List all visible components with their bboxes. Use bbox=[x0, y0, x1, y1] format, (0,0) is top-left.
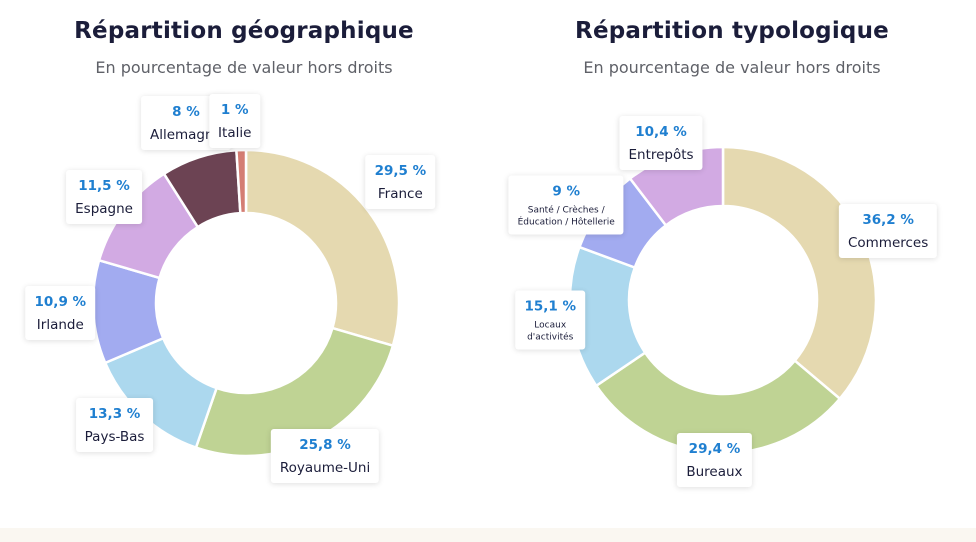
data-label-category: Pays-Bas bbox=[84, 429, 145, 446]
data-label-value: 13,3 % bbox=[88, 406, 141, 423]
donut-slice-bureaux bbox=[594, 350, 842, 455]
slice-callout-bureaux: 29,4 % Bureaux bbox=[677, 432, 752, 487]
data-label-category: Italie bbox=[218, 125, 252, 142]
typology-donut-chart bbox=[568, 145, 878, 455]
data-label-value: 10,9 % bbox=[34, 294, 87, 311]
geographic-chart-panel: Répartition géographique En pourcentage … bbox=[0, 0, 488, 528]
data-label-value: 15,1 % bbox=[524, 298, 576, 315]
slice-callout-france: 29,5 % France bbox=[365, 155, 436, 210]
data-label-category: Bureaux bbox=[686, 463, 743, 480]
data-label-category: Allemagne bbox=[149, 126, 222, 143]
data-label-value: 29,4 % bbox=[688, 440, 741, 457]
data-label-category: France bbox=[377, 186, 423, 203]
slice-callout-locaux-d-activites: 15,1 % Locaux d'activités bbox=[515, 290, 585, 350]
data-label-value: 1 % bbox=[220, 102, 249, 119]
typology-chart-panel: Répartition typologique En pourcentage d… bbox=[488, 0, 976, 528]
donut-slice-france bbox=[244, 148, 401, 348]
donut-slice-commerces bbox=[721, 145, 878, 401]
data-label-value: 25,8 % bbox=[299, 436, 351, 453]
geographic-donut-chart bbox=[91, 148, 401, 458]
slice-callout-sante-creches-education-hotellerie: 9 % Santé / Crèches / Éducation / Hôtelle… bbox=[508, 175, 624, 235]
data-label-category: Irlande bbox=[36, 317, 84, 334]
chart-title: Répartition géographique bbox=[74, 18, 414, 44]
data-label-category: Commerces bbox=[847, 234, 929, 251]
donut-slice-italie bbox=[235, 148, 248, 215]
slice-callout-espagne: 11,5 % Espagne bbox=[66, 169, 142, 224]
data-label-value: 11,5 % bbox=[78, 177, 130, 194]
data-label-category: Locaux d'activités bbox=[527, 320, 574, 343]
data-label-value: 8 % bbox=[172, 103, 200, 120]
donut-slice-royaume-uni bbox=[194, 326, 395, 458]
data-label-category: Espagne bbox=[75, 200, 133, 217]
chart-title: Répartition typologique bbox=[575, 18, 889, 44]
bottom-divider bbox=[0, 528, 976, 542]
slice-callout-royaume-uni: 25,8 % Royaume-Uni bbox=[270, 428, 380, 483]
data-label-category: Santé / Crèches / Éducation / Hôtellerie bbox=[517, 205, 615, 228]
data-label-value: 29,5 % bbox=[374, 163, 427, 180]
data-label-category: Royaume-Uni bbox=[279, 459, 371, 476]
data-label-value: 10,4 % bbox=[635, 123, 687, 140]
chart-subtitle: En pourcentage de valeur hors droits bbox=[95, 58, 393, 77]
slice-callout-italie: 1 % Italie bbox=[209, 94, 261, 149]
slice-callout-entrepots: 10,4 % Entrepôts bbox=[619, 115, 703, 170]
slice-callout-commerces: 36,2 % Commerces bbox=[838, 203, 938, 258]
data-label-value: 9 % bbox=[552, 183, 580, 200]
slice-callout-pays-bas: 13,3 % Pays-Bas bbox=[75, 398, 154, 453]
slice-callout-irlande: 10,9 % Irlande bbox=[25, 286, 96, 341]
data-label-value: 36,2 % bbox=[862, 211, 914, 228]
chart-subtitle: En pourcentage de valeur hors droits bbox=[583, 58, 881, 77]
data-label-category: Entrepôts bbox=[628, 146, 694, 163]
